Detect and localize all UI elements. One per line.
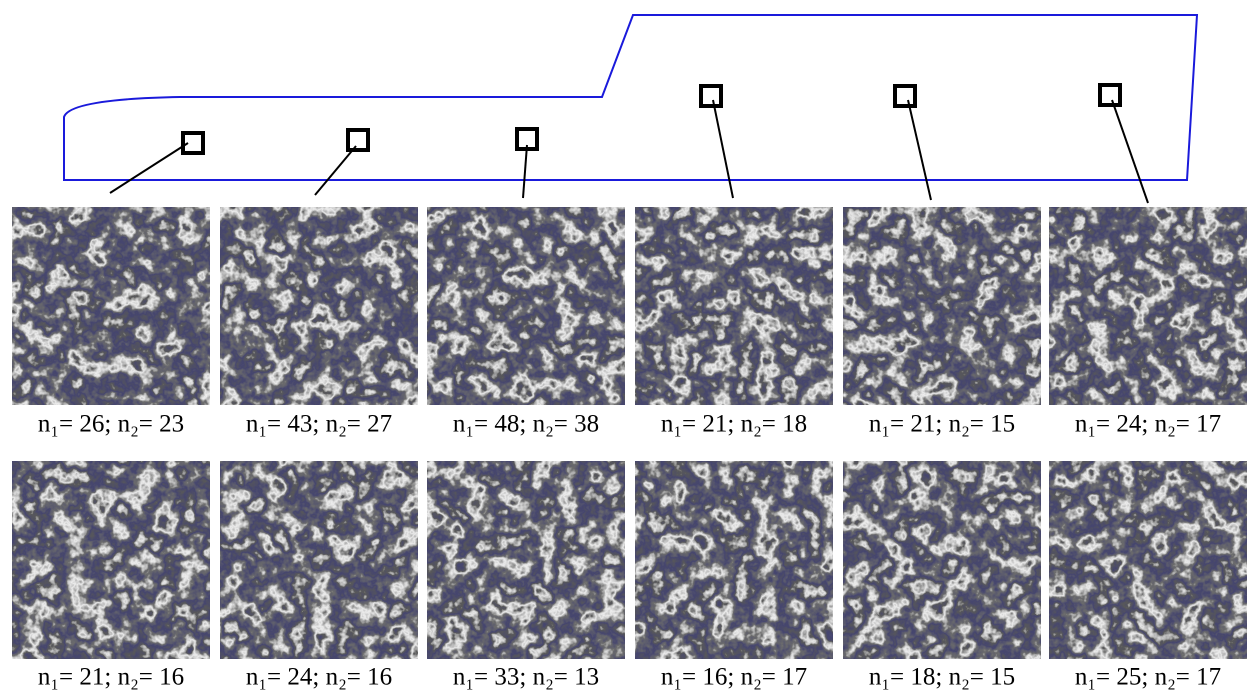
figure: n₁= 26; n₂= 23 n₁= 43; n₂= 27 n₁= 48; n₂= … xyxy=(0,0,1247,690)
panel-label: n₁= 24; n₂= 17 xyxy=(1075,411,1221,438)
leader-line xyxy=(713,100,733,198)
leader-line xyxy=(523,145,527,198)
leader-line xyxy=(1112,100,1148,203)
micrograph xyxy=(1049,461,1247,659)
micrograph xyxy=(12,461,210,659)
sample-square xyxy=(183,133,203,153)
micrograph xyxy=(843,461,1041,659)
leader-line xyxy=(110,143,188,193)
micrograph xyxy=(1049,207,1247,405)
panel-label: n₁= 33; n₂= 13 xyxy=(453,664,599,690)
sample-square xyxy=(895,86,915,106)
micrograph xyxy=(427,461,625,659)
micrograph xyxy=(843,207,1041,405)
component-outline xyxy=(64,15,1197,180)
panel-label: n₁= 26; n₂= 23 xyxy=(38,411,184,438)
sample-square xyxy=(701,86,721,106)
panel-label: n₁= 18; n₂= 15 xyxy=(869,664,1015,690)
panel-label: n₁= 16; n₂= 17 xyxy=(661,664,807,690)
micrograph xyxy=(220,207,418,405)
sample-locations xyxy=(183,85,1120,153)
micrograph xyxy=(220,461,418,659)
panel-label: n₁= 24; n₂= 16 xyxy=(246,664,392,690)
sample-square xyxy=(348,130,368,150)
micrograph xyxy=(12,207,210,405)
sample-square xyxy=(1100,85,1120,105)
panel-label: n₁= 21; n₂= 16 xyxy=(38,664,184,690)
panel-label: n₁= 25; n₂= 17 xyxy=(1075,664,1221,690)
panel-label: n₁= 48; n₂= 38 xyxy=(453,411,599,438)
micrograph xyxy=(427,207,625,405)
leader-line xyxy=(315,146,356,195)
micrograph xyxy=(635,207,833,405)
panel-label: n₁= 21; n₂= 15 xyxy=(869,411,1015,438)
leader-lines xyxy=(110,100,1148,203)
micrograph xyxy=(635,461,833,659)
panel-label: n₁= 21; n₂= 18 xyxy=(661,411,807,438)
panel-label: n₁= 43; n₂= 27 xyxy=(246,411,392,438)
leader-line xyxy=(908,100,931,200)
